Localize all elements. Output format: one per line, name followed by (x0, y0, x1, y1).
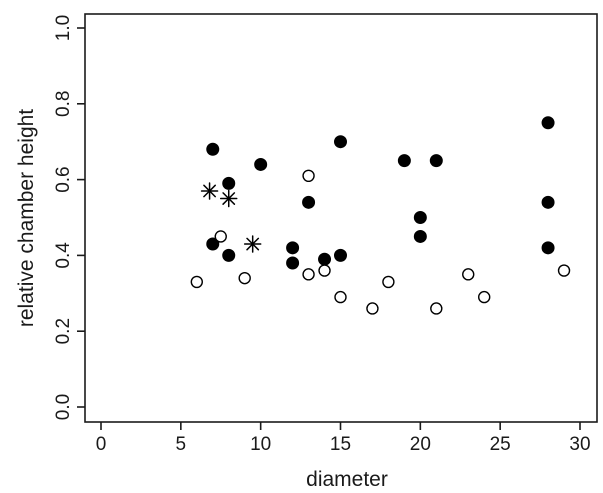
y-tick-label: 0.2 (53, 318, 74, 344)
open-point (478, 290, 491, 304)
open-point (238, 271, 251, 285)
open-point (214, 230, 227, 243)
filled-point (397, 154, 411, 168)
x-axis: 0 5 10 15 20 25 30 (96, 422, 591, 455)
x-tick-label: 5 (176, 434, 187, 455)
open-point (462, 268, 475, 281)
open-point (302, 169, 315, 183)
filled-point (286, 256, 300, 270)
open-point (190, 275, 204, 289)
filled-point (413, 211, 427, 224)
y-tick-label: 0.8 (53, 91, 74, 117)
filled-point (541, 241, 555, 255)
filled-point (222, 176, 236, 190)
filled-point (286, 241, 300, 255)
x-tick-label: 20 (410, 434, 431, 455)
y-tick-label: 0.4 (53, 242, 74, 269)
y-axis-title: relative chamber height (15, 109, 38, 327)
open-point (557, 264, 571, 277)
x-tick-label: 25 (490, 434, 511, 455)
filled-point (541, 116, 555, 130)
filled-point (541, 195, 555, 209)
filled-point (318, 252, 332, 266)
open-point (334, 290, 347, 304)
y-tick-label: 1.0 (53, 15, 74, 41)
filled-point (206, 237, 220, 251)
x-tick-label: 10 (250, 434, 271, 455)
filled-point (334, 135, 347, 149)
filled-point (413, 229, 427, 243)
filled-point (334, 248, 347, 262)
filled-point (206, 142, 220, 156)
x-tick-label: 15 (330, 434, 351, 455)
open-point (318, 264, 331, 277)
filled-point (302, 195, 316, 209)
filled-point (222, 248, 236, 262)
y-tick-label: 0.6 (53, 166, 74, 192)
open-point (366, 302, 379, 315)
data-points (190, 116, 571, 315)
asterisk-point (200, 182, 219, 200)
filled-point (429, 154, 443, 168)
filled-point (254, 157, 268, 171)
asterisk-point (219, 189, 238, 208)
x-axis-title: diameter (306, 468, 388, 491)
open-point (302, 268, 315, 281)
y-axis: 0.0 0.2 0.4 0.6 0.8 1.0 (53, 15, 85, 420)
x-tick-label: 30 (569, 434, 590, 455)
x-tick-label: 0 (96, 434, 107, 455)
y-tick-label: 0.0 (53, 394, 74, 420)
open-point (382, 275, 395, 289)
open-point (430, 302, 443, 315)
asterisk-point (243, 235, 262, 253)
plot-frame (84, 13, 598, 423)
